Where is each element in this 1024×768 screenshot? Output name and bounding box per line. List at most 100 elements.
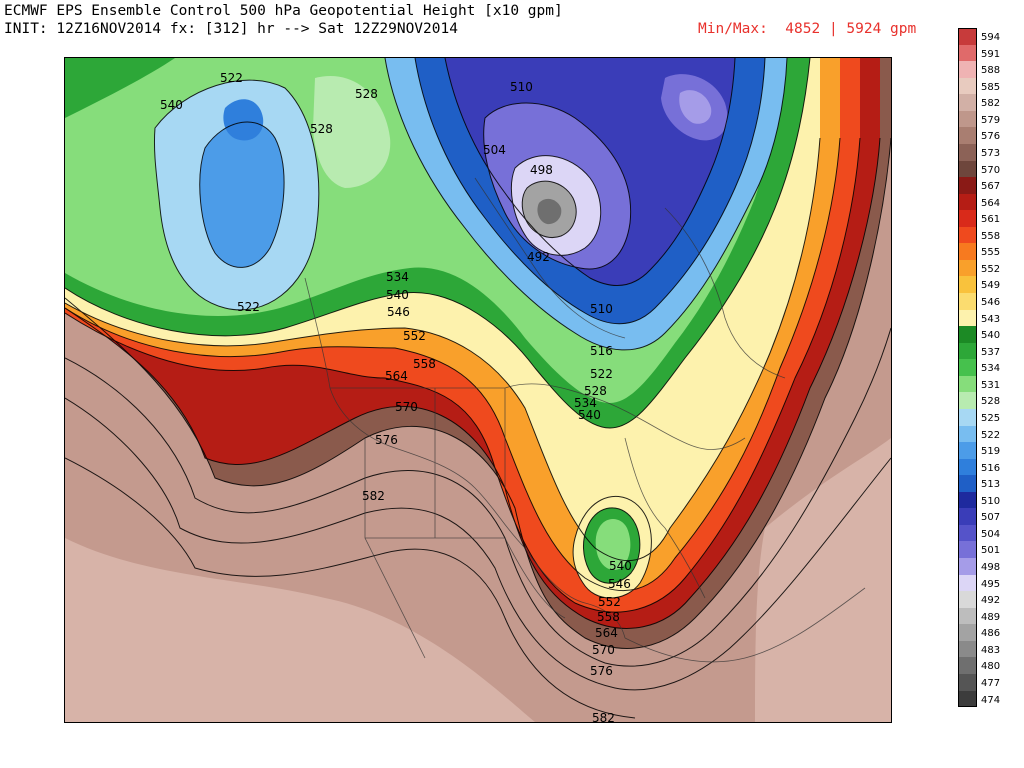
legend-label: 579 xyxy=(981,114,1001,126)
contour-label: 522 xyxy=(590,367,613,381)
legend-swatch xyxy=(958,690,977,708)
legend-level: 504 xyxy=(958,524,1020,542)
contour-label: 558 xyxy=(413,357,436,371)
legend-label: 483 xyxy=(981,644,1001,656)
legend-swatch xyxy=(958,624,977,641)
height-zone-498-greenland xyxy=(679,90,712,124)
legend-swatch xyxy=(958,77,977,95)
height-zone-537-nw xyxy=(65,58,175,118)
legend-label: 573 xyxy=(981,147,1001,159)
legend-label: 570 xyxy=(981,164,1001,176)
contour-label: 528 xyxy=(310,122,333,136)
legend-label: 555 xyxy=(981,247,1001,259)
legend-swatch xyxy=(958,508,977,525)
init-forecast-line: INIT: 12Z16NOV2014 fx: [312] hr --> Sat … xyxy=(4,21,458,37)
height-zone-582 xyxy=(65,538,535,722)
legend-level: 528 xyxy=(958,392,1020,409)
legend-label: 510 xyxy=(981,495,1001,507)
legend-label: 519 xyxy=(981,446,1001,458)
legend-swatch xyxy=(958,640,977,658)
legend-swatch xyxy=(958,143,977,161)
legend-level: 531 xyxy=(958,375,1020,393)
height-zone-516-pacific xyxy=(199,121,285,268)
legend-swatch xyxy=(958,193,977,211)
legend-level: 549 xyxy=(958,276,1020,293)
legend-label: 546 xyxy=(981,297,1001,308)
contour-label-layer: 522 540 528 510 528 504 498 492 522 534 … xyxy=(160,71,632,722)
legend-swatch xyxy=(958,110,977,128)
legend-label: 540 xyxy=(981,330,1001,342)
legend-label: 567 xyxy=(981,181,1001,193)
legend-level: 486 xyxy=(958,624,1020,641)
contour-label: 540 xyxy=(578,408,601,422)
legend-level: 567 xyxy=(958,177,1020,194)
contour-label: 564 xyxy=(595,626,618,640)
legend-level: 543 xyxy=(958,309,1020,327)
min-max-readout: Min/Max: 4852 | 5924 gpm xyxy=(698,21,917,37)
legend-label: 513 xyxy=(981,479,1001,491)
legend-level: 483 xyxy=(958,640,1020,658)
legend-level: 579 xyxy=(958,110,1020,128)
legend-label: 531 xyxy=(981,379,1001,391)
legend-swatch xyxy=(958,243,977,260)
legend-level: 570 xyxy=(958,160,1020,178)
legend-level: 558 xyxy=(958,226,1020,244)
legend-label: 495 xyxy=(981,578,1001,590)
legend-swatch xyxy=(958,326,977,343)
legend-swatch xyxy=(958,375,977,393)
color-legend: 594 591 588 585 582 579 576 573 570 567 564 561 558 5… xyxy=(958,28,1020,724)
legend-level: 495 xyxy=(958,574,1020,592)
legend-label: 507 xyxy=(981,512,1001,524)
legend-swatch xyxy=(958,342,977,360)
legend-level: 585 xyxy=(958,77,1020,95)
contour-label: 516 xyxy=(590,344,613,358)
legend-label: 516 xyxy=(981,462,1001,474)
legend-label: 561 xyxy=(981,214,1001,226)
legend-swatch xyxy=(958,392,977,409)
legend-swatch xyxy=(958,607,977,625)
legend-label: 474 xyxy=(981,694,1001,706)
legend-label: 564 xyxy=(981,197,1001,209)
contour-label: 540 xyxy=(160,98,183,112)
legend-level: 525 xyxy=(958,408,1020,426)
contour-label: 522 xyxy=(220,71,243,85)
legend-level: 519 xyxy=(958,442,1020,459)
legend-label: 552 xyxy=(981,263,1001,275)
contour-label: 492 xyxy=(527,250,550,264)
legend-label: 492 xyxy=(981,595,1001,607)
contour-label: 528 xyxy=(355,87,378,101)
legend-swatch xyxy=(958,491,977,509)
contour-label: 546 xyxy=(387,305,410,319)
contour-label: 534 xyxy=(386,270,409,284)
contour-label: 540 xyxy=(609,559,632,573)
contour-label: 564 xyxy=(385,369,408,383)
legend-swatch xyxy=(958,61,977,78)
contour-label: 540 xyxy=(386,288,409,302)
legend-swatch xyxy=(958,574,977,592)
legend-level: 492 xyxy=(958,591,1020,608)
contour-label: 498 xyxy=(530,163,553,177)
legend-label: 522 xyxy=(981,429,1001,441)
legend-level: 507 xyxy=(958,508,1020,525)
legend-swatch xyxy=(958,28,977,45)
legend-level: 540 xyxy=(958,326,1020,343)
legend-label: 549 xyxy=(981,280,1001,292)
contour-label: 522 xyxy=(237,300,260,314)
legend-swatch xyxy=(958,541,977,558)
legend-label: 486 xyxy=(981,628,1001,640)
legend-level: 576 xyxy=(958,127,1020,144)
legend-label: 558 xyxy=(981,230,1001,242)
legend-swatch xyxy=(958,226,977,244)
legend-level: 480 xyxy=(958,657,1020,674)
legend-label: 504 xyxy=(981,528,1001,540)
legend-level: 561 xyxy=(958,210,1020,227)
contour-label: 552 xyxy=(598,595,621,609)
legend-level: 573 xyxy=(958,143,1020,161)
legend-level: 522 xyxy=(958,425,1020,443)
height-zone-531-cutoff xyxy=(595,519,631,571)
legend-level: 474 xyxy=(958,690,1020,708)
geopotential-height-map: 522 540 528 510 528 504 498 492 522 534 … xyxy=(64,57,892,723)
legend-level: 552 xyxy=(958,259,1020,277)
legend-label: 588 xyxy=(981,65,1001,77)
legend-label: 591 xyxy=(981,48,1001,60)
